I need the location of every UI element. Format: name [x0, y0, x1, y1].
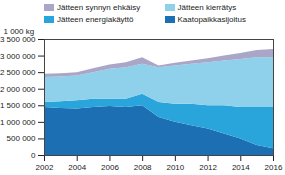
- svg-text:500 000: 500 000: [7, 134, 36, 143]
- html-text:Kaatopaikkasijoitus: Kaatopaikkasijoitus: [177, 15, 246, 24]
- svg-text:2006: 2006: [101, 163, 119, 172]
- svg-text:2012: 2012: [199, 163, 217, 172]
- svg-text:2 500 000: 2 500 000: [0, 68, 36, 77]
- svg-text:3 000 000: 3 000 000: [0, 52, 36, 61]
- svg-text:2008: 2008: [134, 163, 152, 172]
- svg-text:1 500 000: 1 500 000: [0, 101, 36, 110]
- svg-text:1 000 000: 1 000 000: [0, 118, 36, 127]
- html-text:Jätteen synnyn ehkäisy: Jätteen synnyn ehkäisy: [57, 3, 141, 12]
- svg-text:2010: 2010: [166, 163, 184, 172]
- svg-text:2016: 2016: [265, 163, 283, 172]
- svg-text:2004: 2004: [68, 163, 86, 172]
- svg-text:2014: 2014: [232, 163, 250, 172]
- html-text:Jätteen energiakäyttö: Jätteen energiakäyttö: [57, 15, 134, 24]
- svg-text:1 000 kg: 1 000 kg: [4, 27, 35, 36]
- html-text:Jätteen kierrätys: Jätteen kierrätys: [177, 3, 237, 12]
- svg-text:2 000 000: 2 000 000: [0, 85, 36, 94]
- svg-text:3 500 000: 3 500 000: [0, 35, 36, 44]
- svg-text:0: 0: [31, 151, 36, 160]
- svg-text:2002: 2002: [36, 163, 54, 172]
